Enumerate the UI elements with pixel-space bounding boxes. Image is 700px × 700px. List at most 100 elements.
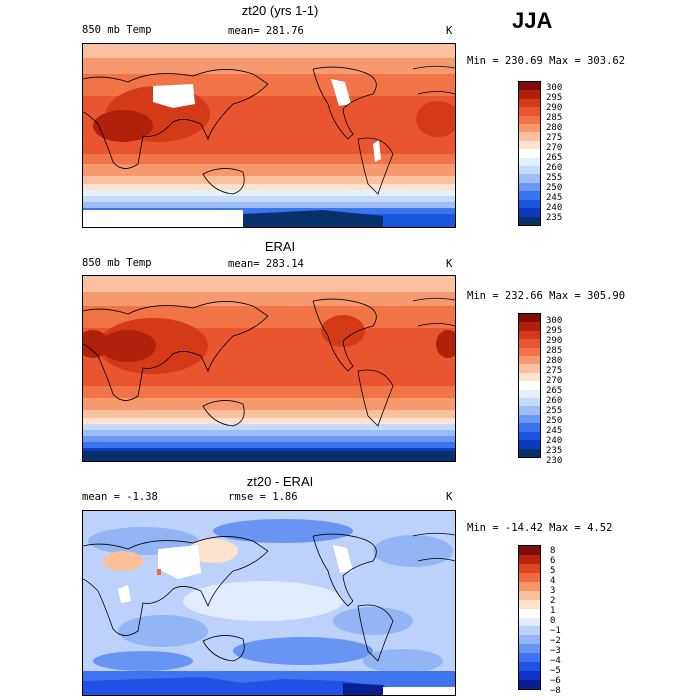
season-label: JJA	[512, 8, 553, 33]
tick-label: 245	[546, 426, 563, 436]
band-t270	[83, 184, 455, 190]
tick-label: 285	[546, 346, 563, 356]
diff-antarctic-cold	[343, 683, 393, 695]
band-t275	[83, 276, 455, 292]
band-t255	[83, 430, 455, 436]
panel-2-title: ERAI	[264, 239, 296, 254]
colorbar-segment	[519, 314, 540, 323]
hot-west-edge	[83, 330, 109, 358]
colorbar-segment	[519, 107, 540, 116]
panel-3-colorbar	[518, 545, 541, 690]
panel-1-colorbar-segments	[519, 82, 540, 225]
panel-1-colorbar-ticks: 300 295 290 285 280 275 270 265 260 255 …	[546, 83, 562, 223]
tick-label: −5	[550, 666, 561, 676]
band-t270	[83, 418, 455, 424]
panel-2-colorbar	[518, 313, 541, 458]
tick-label: 280	[546, 356, 563, 366]
panel-2-minmax: Min = 232.66 Max = 305.90	[467, 290, 626, 302]
panel-2-map	[82, 275, 456, 462]
band-t260	[83, 424, 455, 430]
colorbar-segment	[519, 149, 540, 158]
band-t255	[83, 202, 455, 208]
panel-3-colorbar-segments	[519, 546, 540, 689]
colorbar-segment	[519, 581, 540, 591]
tick-label: 230	[546, 456, 563, 466]
colorbar-segment	[519, 216, 540, 225]
diff-blob	[373, 535, 453, 567]
band-t265	[83, 190, 455, 196]
tick-label: 300	[546, 83, 563, 93]
band-t285b	[83, 386, 455, 398]
diff-blob	[183, 581, 343, 621]
panel-1-minmax: Min = 230.69 Max = 303.62	[467, 55, 626, 67]
colorbar-segment	[519, 448, 540, 457]
antarctic-cold	[243, 210, 383, 227]
colorbar-segment	[519, 381, 540, 390]
rockies-mask	[331, 79, 351, 106]
diff-blob	[233, 637, 373, 665]
band-t275b	[83, 410, 455, 418]
panel-1-coastlines	[83, 65, 455, 195]
panel-2-unit-label: K	[446, 258, 453, 270]
colorbar-segment	[519, 115, 540, 125]
tick-label: 300	[546, 316, 563, 326]
diff-blob	[213, 519, 353, 543]
panel-1-left-label: 850 mb Temp	[82, 24, 152, 36]
antarctic-mask	[83, 210, 243, 227]
panel-1-features	[83, 79, 455, 227]
tibet-mask	[153, 84, 195, 108]
antarctic-cold	[83, 451, 455, 461]
tick-label: 275	[546, 133, 563, 143]
colorbar-segment	[519, 662, 540, 672]
colorbar-segment	[519, 157, 540, 167]
tick-label: 270	[546, 143, 563, 153]
tick-label: −1	[550, 626, 561, 636]
panel-1-colorbar	[518, 81, 541, 226]
colorbar-segment	[519, 166, 540, 175]
colorbar-segment	[519, 364, 540, 373]
panel-3-minmax: Min = -14.42 Max = 4.52	[467, 522, 613, 534]
colorbar-segment	[519, 82, 540, 91]
panel-2-colorbar-ticks: 300 295 290 285 280 275 270 265 260 255 …	[546, 316, 562, 466]
colorbar-segment	[519, 554, 540, 564]
tick-label: 4	[550, 576, 556, 586]
tick-label: 290	[546, 103, 563, 113]
colorbar-segment	[519, 199, 540, 209]
colorbar-segment	[519, 406, 540, 415]
colorbar-segment	[519, 572, 540, 582]
colorbar-segment	[519, 414, 540, 424]
band-t260	[83, 196, 455, 202]
colorbar-segment	[519, 339, 540, 348]
diff-antarctic	[83, 677, 383, 695]
colorbar-segment	[519, 132, 540, 141]
diff-hot-spot	[157, 569, 161, 575]
tick-label: −8	[550, 686, 561, 696]
colorbar-segment	[519, 124, 540, 133]
colorbar-segment	[519, 671, 540, 681]
band-t280b	[83, 398, 455, 410]
colorbar-segment	[519, 423, 540, 432]
band-t245	[83, 208, 455, 214]
band-t280	[83, 58, 455, 74]
colorbar-segment	[519, 140, 540, 150]
tick-label: 270	[546, 376, 563, 386]
warm-north-america	[321, 315, 365, 347]
tick-label: −6	[550, 676, 561, 686]
colorbar-segment	[519, 98, 540, 108]
colorbar-segment	[519, 635, 540, 645]
band-t250	[83, 436, 455, 442]
tibet-mask	[158, 545, 201, 579]
tick-label: 5	[550, 566, 556, 576]
colorbar-segment	[519, 617, 540, 627]
colorbar-segment	[519, 546, 540, 555]
band-t275	[83, 44, 455, 58]
panel-2-left-label: 850 mb Temp	[82, 257, 152, 269]
colorbar-segment	[519, 563, 540, 573]
tick-label: 295	[546, 93, 563, 103]
tick-label: 280	[546, 123, 563, 133]
colorbar-segment	[519, 440, 540, 449]
colorbar-segment	[519, 626, 540, 636]
warm-sahara-east	[416, 101, 455, 137]
tick-label: 260	[546, 163, 563, 173]
colorbar-segment	[519, 174, 540, 183]
